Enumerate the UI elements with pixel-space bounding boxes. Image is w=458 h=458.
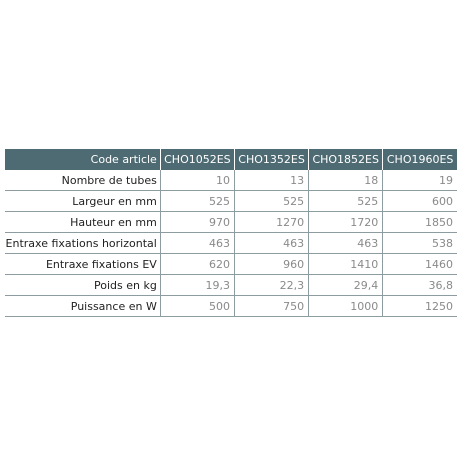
row-label: Puissance en W — [5, 295, 161, 317]
table-cell: 10 — [160, 170, 235, 191]
table-cell: 600 — [382, 190, 457, 212]
table-cell: 13 — [234, 170, 310, 191]
spec-table: Code article CHO1052ES CHO1352ES CHO1852… — [5, 149, 457, 317]
table-cell: 525 — [234, 190, 310, 212]
table-cell: 1460 — [382, 253, 457, 275]
table-cell: 463 — [160, 232, 235, 254]
table-cell: 1270 — [234, 211, 310, 233]
row-label: Entraxe fixations EV — [5, 253, 161, 275]
header-column: CHO1052ES — [160, 149, 235, 170]
table-cell: 463 — [234, 232, 310, 254]
table-cell: 960 — [234, 253, 310, 275]
table-cell: 36,8 — [382, 274, 457, 296]
table-cell: 29,4 — [308, 274, 384, 296]
table-cell: 22,3 — [234, 274, 310, 296]
table-cell: 970 — [160, 211, 235, 233]
table-cell: 750 — [234, 295, 310, 317]
table-cell: 1720 — [308, 211, 384, 233]
table-row: Puissance en W 500 750 1000 1250 — [5, 295, 457, 317]
row-label: Largeur en mm — [5, 190, 161, 212]
table-row: Nombre de tubes 10 13 18 19 — [5, 170, 457, 191]
row-label: Entraxe fixations horizontal — [5, 232, 161, 254]
table-cell: 1000 — [308, 295, 384, 317]
table-row: Largeur en mm 525 525 525 600 — [5, 190, 457, 212]
table-cell: 620 — [160, 253, 235, 275]
header-column: CHO1852ES — [308, 149, 384, 170]
table-cell: 1250 — [382, 295, 457, 317]
row-label: Nombre de tubes — [5, 170, 161, 191]
row-label: Hauteur en mm — [5, 211, 161, 233]
table-cell: 19,3 — [160, 274, 235, 296]
header-column: CHO1960ES — [382, 149, 457, 170]
table-cell: 525 — [160, 190, 235, 212]
table-row: Hauteur en mm 970 1270 1720 1850 — [5, 211, 457, 233]
table-cell: 1850 — [382, 211, 457, 233]
table-cell: 463 — [308, 232, 384, 254]
table-cell: 525 — [308, 190, 384, 212]
table-cell: 500 — [160, 295, 235, 317]
table-header-row: Code article CHO1052ES CHO1352ES CHO1852… — [5, 149, 457, 170]
header-column: CHO1352ES — [234, 149, 310, 170]
header-code-article: Code article — [5, 149, 161, 170]
table-row: Poids en kg 19,3 22,3 29,4 36,8 — [5, 274, 457, 296]
table-row: Entraxe fixations EV 620 960 1410 1460 — [5, 253, 457, 275]
table-cell: 18 — [308, 170, 384, 191]
table-cell: 538 — [382, 232, 457, 254]
table-row: Entraxe fixations horizontal 463 463 463… — [5, 232, 457, 254]
table-cell: 19 — [382, 170, 457, 191]
row-label: Poids en kg — [5, 274, 161, 296]
table-cell: 1410 — [308, 253, 384, 275]
